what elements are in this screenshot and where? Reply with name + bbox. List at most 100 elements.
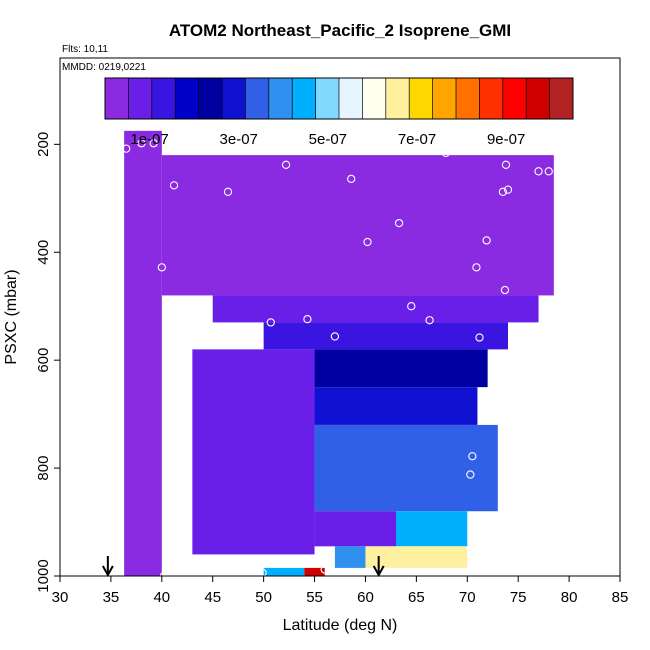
- x-tick-label: 45: [204, 589, 221, 606]
- flight-point: [303, 315, 312, 324]
- y-tick-label: 800: [35, 456, 52, 481]
- colorbar-swatch: [315, 78, 340, 119]
- flight-point: [528, 325, 537, 335]
- heatmap-cell: [212, 295, 539, 323]
- arrow-head: [372, 565, 385, 578]
- flight-point: [199, 568, 208, 577]
- flight-point: [441, 148, 451, 158]
- colorbar-swatch: [222, 78, 246, 119]
- y-tick-label: 400: [35, 240, 52, 265]
- heatmap-cell: [124, 130, 162, 576]
- flights-label: Flts: 10,11: [62, 44, 108, 55]
- plot-frame: [59, 57, 621, 577]
- x-axis: 30 35 40 45 50 55 60 65 70 75 80 85: [52, 576, 629, 606]
- position-arrows: [101, 556, 385, 578]
- flight-point: [500, 285, 510, 295]
- flight-point: [347, 174, 356, 184]
- y-tick-label: 600: [35, 348, 52, 373]
- heatmap-cell: [396, 511, 468, 547]
- colorbar-tick-label: 1e-07: [130, 131, 168, 148]
- flight-point: [137, 139, 146, 148]
- colorbar-swatch: [409, 78, 433, 119]
- flight-point: [169, 181, 179, 190]
- heatmap-cell: [314, 424, 498, 512]
- colorbar-swatch: [292, 78, 316, 119]
- y-tick-label: 1000: [35, 559, 52, 592]
- flight-point: [490, 356, 499, 365]
- flight-point: [503, 185, 513, 194]
- colorbar-swatch: [502, 78, 527, 119]
- flight-point: [266, 318, 275, 327]
- colorbar-swatch: [385, 78, 410, 119]
- colorbar-tick-label: 7e-07: [398, 131, 436, 148]
- colorbar-swatch: [128, 78, 153, 119]
- flight-track-points: [106, 139, 574, 581]
- flight-point: [394, 218, 404, 228]
- y-axis-label: PSXC (mbar): [3, 269, 20, 364]
- x-tick-label: 65: [408, 589, 425, 606]
- down-arrow: [101, 556, 114, 578]
- flight-point: [149, 139, 158, 148]
- colorbar-swatch: [175, 78, 199, 119]
- colorbar-swatch: [456, 78, 480, 119]
- heatmap-cell: [161, 155, 554, 296]
- y-tick-label: 200: [35, 132, 52, 157]
- colorbar-swatch: [105, 78, 129, 119]
- flight-point: [425, 316, 434, 325]
- colorbar-swatch: [339, 78, 363, 119]
- colorbar-tick-label: 9e-07: [487, 131, 525, 148]
- flight-point: [223, 187, 233, 196]
- x-tick-label: 30: [52, 589, 69, 606]
- flight-point: [407, 302, 416, 311]
- flight-point: [281, 160, 291, 169]
- x-tick-label: 35: [103, 589, 120, 606]
- flight-point: [157, 263, 166, 272]
- colorbar-swatch: [479, 78, 504, 119]
- flight-point: [564, 281, 574, 290]
- colorbar-swatch: [549, 78, 574, 119]
- colorbar-border: [104, 77, 574, 120]
- heatmap-cell: [263, 322, 508, 350]
- flight-point: [207, 332, 216, 341]
- flight-point: [544, 167, 553, 176]
- flight-point: [481, 543, 490, 553]
- x-tick-label: 85: [612, 589, 629, 606]
- colorbar-swatch: [362, 78, 387, 119]
- heatmap-cell: [304, 567, 325, 576]
- down-arrow: [372, 556, 385, 578]
- colorbar-swatch: [245, 78, 270, 119]
- colorbar-swatch: [151, 78, 176, 119]
- colorbar-ticks: 1e-07 3e-07 5e-07 7e-07 9e-07: [130, 131, 525, 148]
- heatmap-cells: [124, 130, 554, 576]
- x-tick-label: 55: [306, 589, 323, 606]
- arrow-head: [101, 565, 114, 578]
- heatmap-cell: [314, 387, 478, 425]
- heatmap-cell: [365, 546, 468, 568]
- flight-point: [165, 325, 175, 335]
- flight-point: [498, 187, 508, 196]
- x-axis-label: Latitude (deg N): [283, 617, 398, 634]
- flight-point: [482, 236, 491, 245]
- heatmap-cell: [314, 511, 396, 547]
- colorbar-tick-label: 3e-07: [220, 131, 258, 148]
- flight-point: [472, 263, 481, 272]
- x-tick-label: 70: [459, 589, 476, 606]
- heatmap-cell: [263, 567, 305, 576]
- chart-title: ATOM2 Northeast_Pacific_2 Isoprene_GMI: [169, 21, 511, 40]
- flight-point: [475, 333, 484, 342]
- heatmap-cell: [334, 546, 366, 568]
- colorbar-swatch: [268, 78, 293, 119]
- flight-point: [468, 452, 477, 461]
- flight-point: [534, 167, 543, 176]
- colorbar-swatch: [526, 78, 550, 119]
- flight-point: [466, 544, 475, 554]
- heatmap-cell: [314, 349, 488, 388]
- flight-point: [122, 144, 131, 153]
- colorbar-swatch: [432, 78, 457, 119]
- flight-point: [466, 470, 475, 479]
- flight-point: [106, 159, 116, 168]
- x-tick-label: 40: [153, 589, 170, 606]
- colorbar: [104, 77, 574, 120]
- flight-point: [363, 237, 372, 247]
